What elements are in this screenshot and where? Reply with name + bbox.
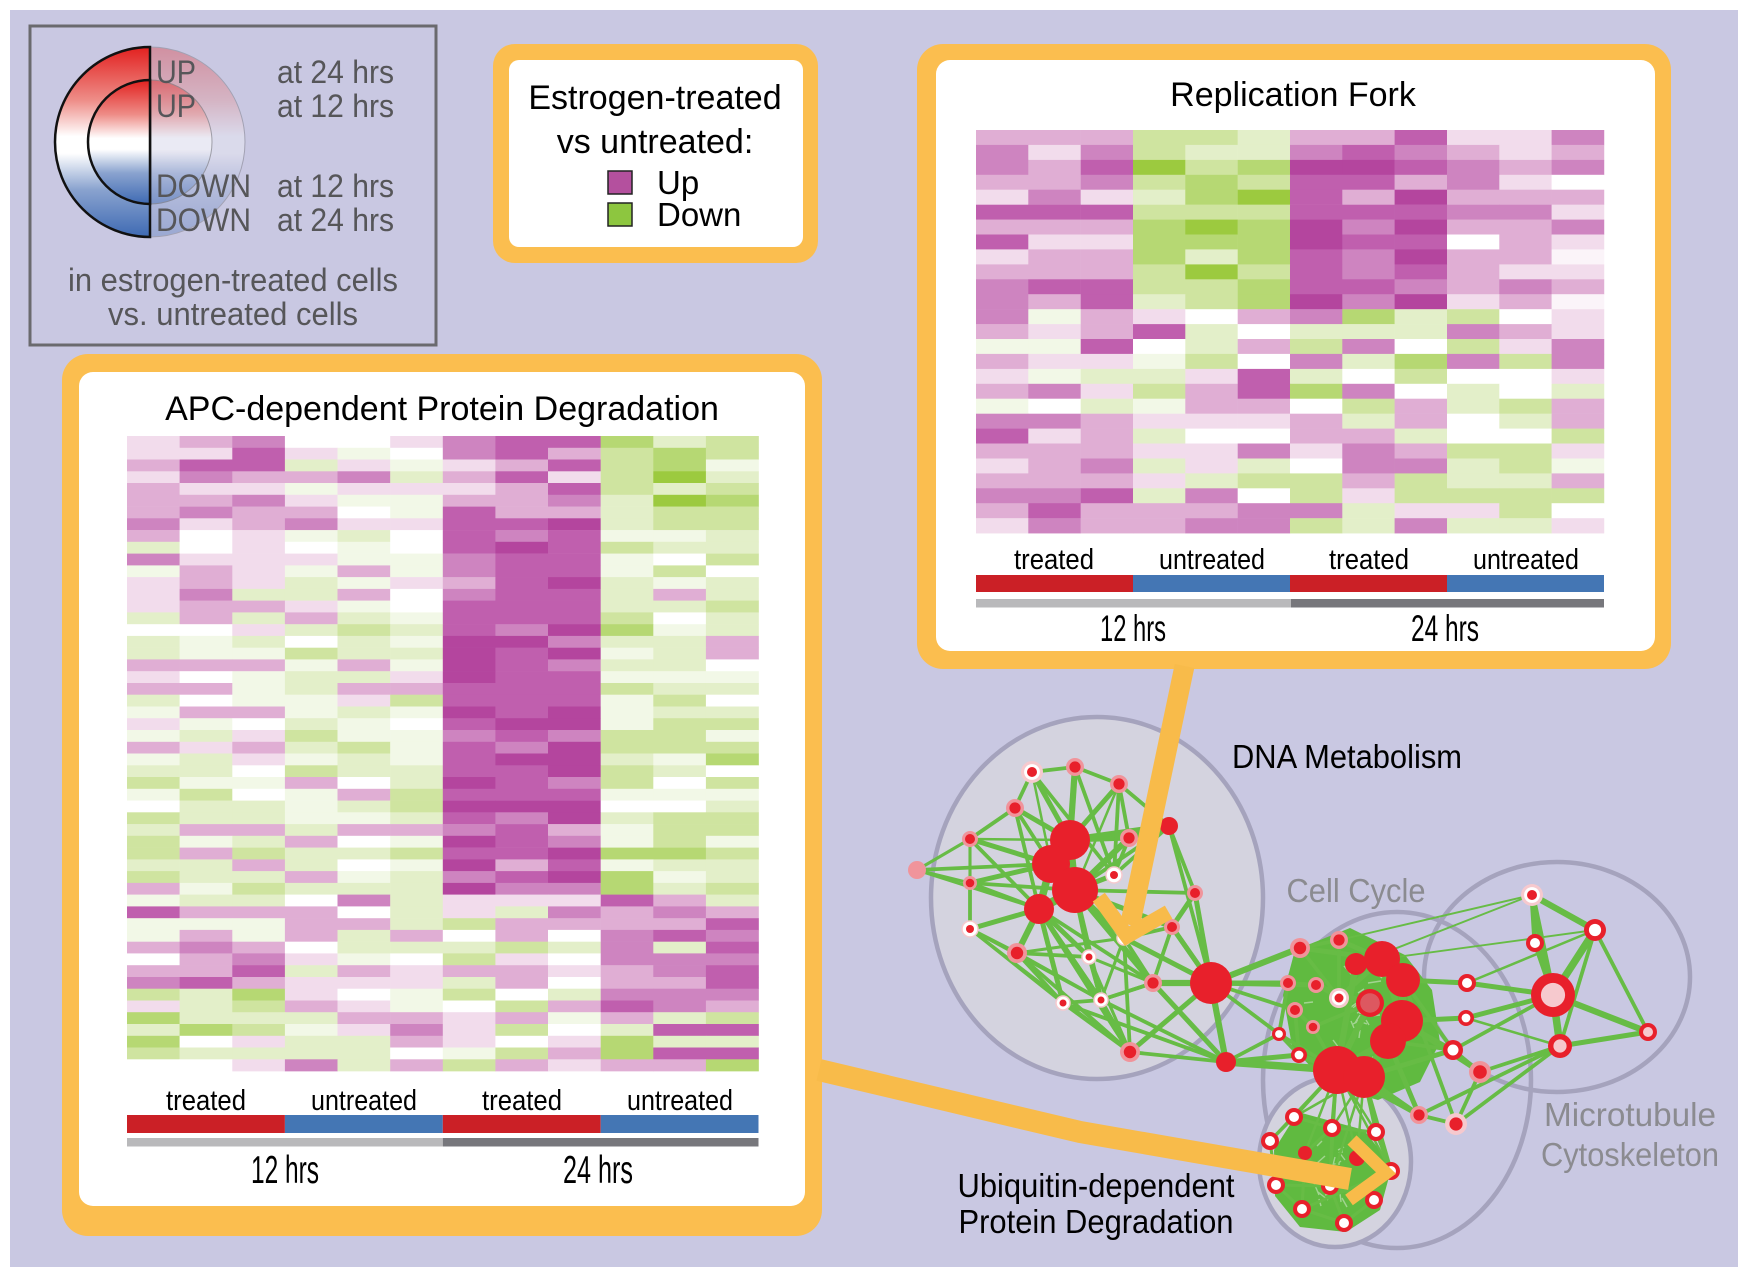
svg-text:treated: treated <box>166 1085 246 1117</box>
svg-text:DOWN: DOWN <box>156 202 251 238</box>
svg-text:at 24 hrs: at 24 hrs <box>277 54 394 90</box>
svg-text:at 24 hrs: at 24 hrs <box>277 202 394 238</box>
svg-text:12 hrs: 12 hrs <box>1100 608 1166 649</box>
svg-text:Cytoskeleton: Cytoskeleton <box>1541 1136 1719 1173</box>
svg-text:untreated: untreated <box>1159 544 1265 576</box>
svg-text:DOWN: DOWN <box>156 168 251 204</box>
svg-text:UP: UP <box>156 88 196 124</box>
svg-text:vs untreated:: vs untreated: <box>557 123 754 161</box>
svg-text:Down: Down <box>657 196 741 233</box>
svg-text:DNA Metabolism: DNA Metabolism <box>1232 738 1462 775</box>
svg-text:Up: Up <box>657 164 699 201</box>
svg-text:Estrogen-treated: Estrogen-treated <box>528 79 781 117</box>
svg-text:untreated: untreated <box>1473 544 1579 576</box>
svg-text:untreated: untreated <box>311 1085 417 1117</box>
svg-text:UP: UP <box>156 54 196 90</box>
svg-text:APC-dependent Protein Degradat: APC-dependent Protein Degradation <box>165 390 719 428</box>
svg-text:in estrogen-treated cells: in estrogen-treated cells <box>68 262 398 298</box>
svg-text:Cell Cycle: Cell Cycle <box>1287 872 1426 909</box>
svg-text:treated: treated <box>1329 544 1409 576</box>
svg-text:treated: treated <box>482 1085 562 1117</box>
svg-text:Replication Fork: Replication Fork <box>1170 76 1417 114</box>
svg-text:at 12 hrs: at 12 hrs <box>277 168 394 204</box>
svg-text:Microtubule: Microtubule <box>1544 1096 1716 1133</box>
svg-text:24 hrs: 24 hrs <box>1411 608 1479 649</box>
svg-text:vs. untreated cells: vs. untreated cells <box>108 296 358 332</box>
svg-text:Protein Degradation: Protein Degradation <box>959 1203 1234 1240</box>
svg-text:at 12 hrs: at 12 hrs <box>277 88 394 124</box>
svg-text:treated: treated <box>1014 544 1094 576</box>
svg-text:12 hrs: 12 hrs <box>251 1149 319 1192</box>
svg-text:untreated: untreated <box>627 1085 733 1117</box>
svg-text:24 hrs: 24 hrs <box>563 1149 633 1192</box>
svg-text:Ubiquitin-dependent: Ubiquitin-dependent <box>958 1167 1235 1204</box>
